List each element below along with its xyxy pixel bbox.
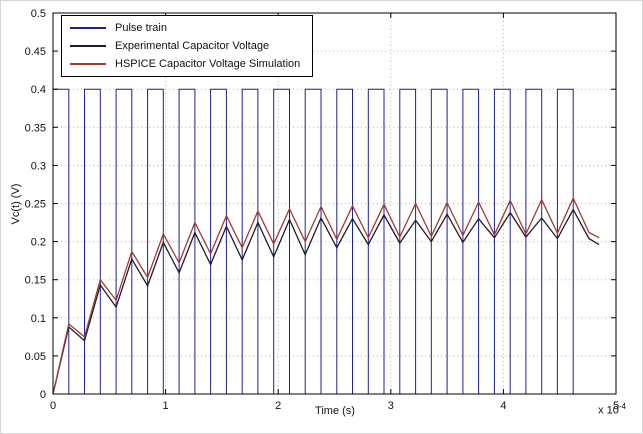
y-tick-label: 0.5 bbox=[31, 8, 46, 20]
x-tick-label: 5 bbox=[613, 400, 619, 412]
x-axis-label: Time (s) bbox=[315, 405, 355, 417]
y-tick-label: 0.4 bbox=[31, 84, 46, 96]
y-tick-label: 0.05 bbox=[25, 351, 46, 363]
series-hspice-capacitor-voltage bbox=[52, 196, 600, 395]
legend-entry-pulse-train: Pulse train bbox=[70, 21, 300, 35]
legend-label-experimental: Experimental Capacitor Voltage bbox=[115, 40, 270, 52]
y-tick-label: 0.25 bbox=[25, 199, 46, 211]
x-tick-label: 4 bbox=[500, 400, 506, 412]
y-tick-label: 0.45 bbox=[25, 46, 46, 58]
y-tick-label: 0 bbox=[40, 389, 46, 401]
y-tick-label: 0.3 bbox=[31, 160, 46, 172]
x-tick-label: 1 bbox=[163, 400, 169, 412]
x-tick-label: 3 bbox=[388, 400, 394, 412]
y-axis-label: Vc(t) (V) bbox=[10, 183, 22, 225]
x-axis-multiplier: x 10-4 bbox=[598, 402, 626, 417]
y-tick-label: 0.35 bbox=[25, 122, 46, 134]
x-tick-label: 0 bbox=[50, 400, 56, 412]
legend-line-sample-experimental-icon bbox=[70, 45, 106, 47]
x-axis-multiplier-exponent: -4 bbox=[618, 402, 626, 411]
legend-label-pulse-train: Pulse train bbox=[115, 22, 167, 34]
series-experimental-capacitor-voltage bbox=[52, 208, 600, 395]
legend-line-sample-hspice-icon bbox=[70, 63, 106, 65]
y-tick-label: 0.15 bbox=[25, 275, 46, 287]
legend: Pulse train Experimental Capacitor Volta… bbox=[61, 15, 314, 77]
legend-line-sample-pulse-train-icon bbox=[70, 27, 106, 29]
legend-label-hspice: HSPICE Capacitor Voltage Simulation bbox=[115, 58, 301, 70]
y-tick-label: 0.1 bbox=[31, 313, 46, 325]
x-axis-multiplier-base: x 10 bbox=[598, 404, 619, 417]
y-tick-label: 0.2 bbox=[31, 237, 46, 249]
legend-entry-experimental: Experimental Capacitor Voltage bbox=[70, 39, 300, 53]
x-tick-label: 2 bbox=[275, 400, 281, 412]
legend-entry-hspice: HSPICE Capacitor Voltage Simulation bbox=[70, 57, 300, 71]
